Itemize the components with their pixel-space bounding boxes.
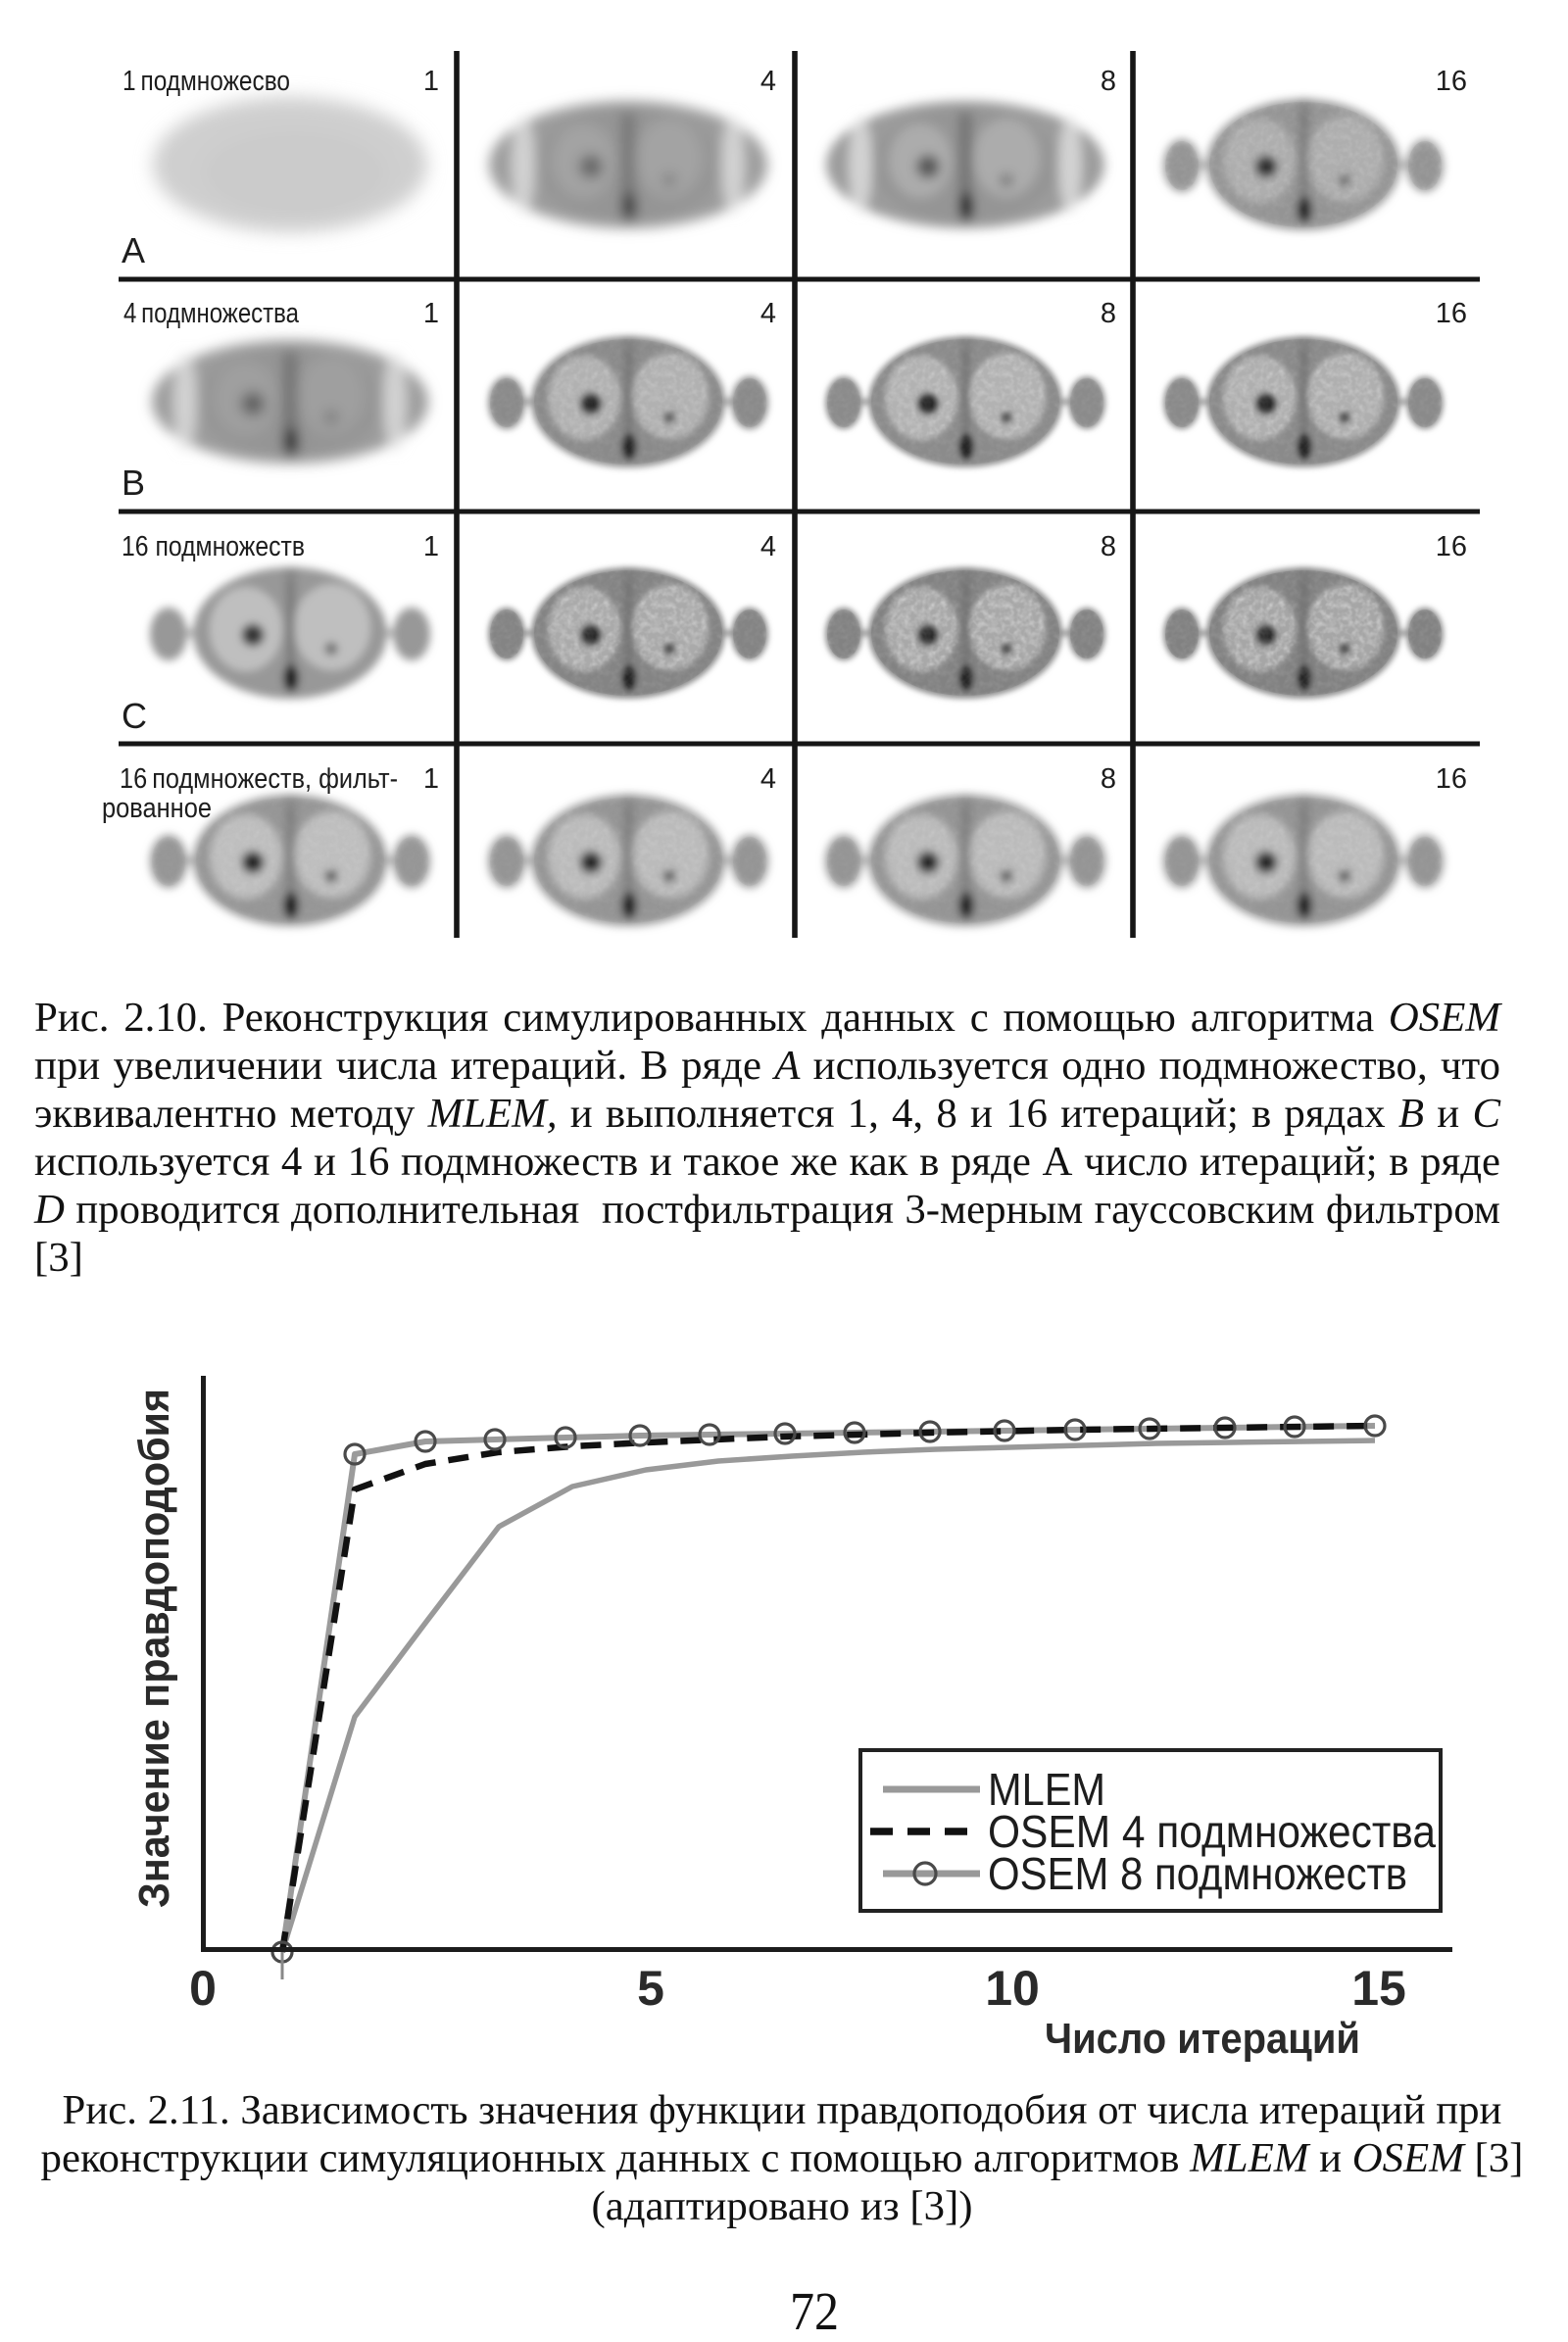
svg-text:А: А: [122, 230, 145, 270]
svg-text:16: 16: [1436, 531, 1467, 562]
svg-text:С: С: [122, 696, 147, 736]
svg-text:OSEM 8 подмножеств: OSEM 8 подмножеств: [988, 1848, 1407, 1899]
svg-text:0: 0: [189, 1961, 217, 2016]
svg-text:16 подмножеств: 16 подмножеств: [122, 531, 305, 562]
svg-text:4: 4: [760, 66, 776, 97]
svg-text:OSEM 4 подмножества: OSEM 4 подмножества: [988, 1806, 1436, 1857]
svg-text:4: 4: [760, 763, 776, 795]
svg-text:10: 10: [985, 1961, 1040, 2016]
svg-text:16 подмножеств, фильт-: 16 подмножеств, фильт-: [120, 763, 398, 795]
svg-text:4: 4: [760, 531, 776, 562]
svg-text:В: В: [122, 463, 145, 503]
svg-text:8: 8: [1101, 66, 1116, 97]
svg-text:5: 5: [637, 1961, 664, 2016]
svg-text:16: 16: [1436, 66, 1467, 97]
svg-text:1: 1: [423, 66, 439, 97]
svg-text:8: 8: [1101, 763, 1116, 795]
svg-text:1: 1: [423, 763, 439, 795]
svg-text:72: 72: [790, 2281, 839, 2341]
svg-text:8: 8: [1101, 531, 1116, 562]
svg-text:4: 4: [760, 298, 776, 329]
svg-text:Значение правдоподобия: Значение правдоподобия: [130, 1389, 178, 1908]
svg-text:16: 16: [1436, 763, 1467, 795]
svg-text:1 подмножесво: 1 подмножесво: [122, 66, 290, 97]
svg-text:15: 15: [1351, 1961, 1406, 2016]
svg-text:4 подмножества: 4 подмножества: [123, 298, 300, 329]
svg-text:рованное: рованное: [102, 793, 212, 824]
svg-text:1: 1: [423, 531, 439, 562]
svg-text:Число итераций: Число итераций: [1045, 2015, 1360, 2063]
svg-text:8: 8: [1101, 298, 1116, 329]
svg-text:16: 16: [1436, 298, 1467, 329]
svg-text:MLEM: MLEM: [988, 1764, 1105, 1815]
svg-text:1: 1: [423, 298, 439, 329]
